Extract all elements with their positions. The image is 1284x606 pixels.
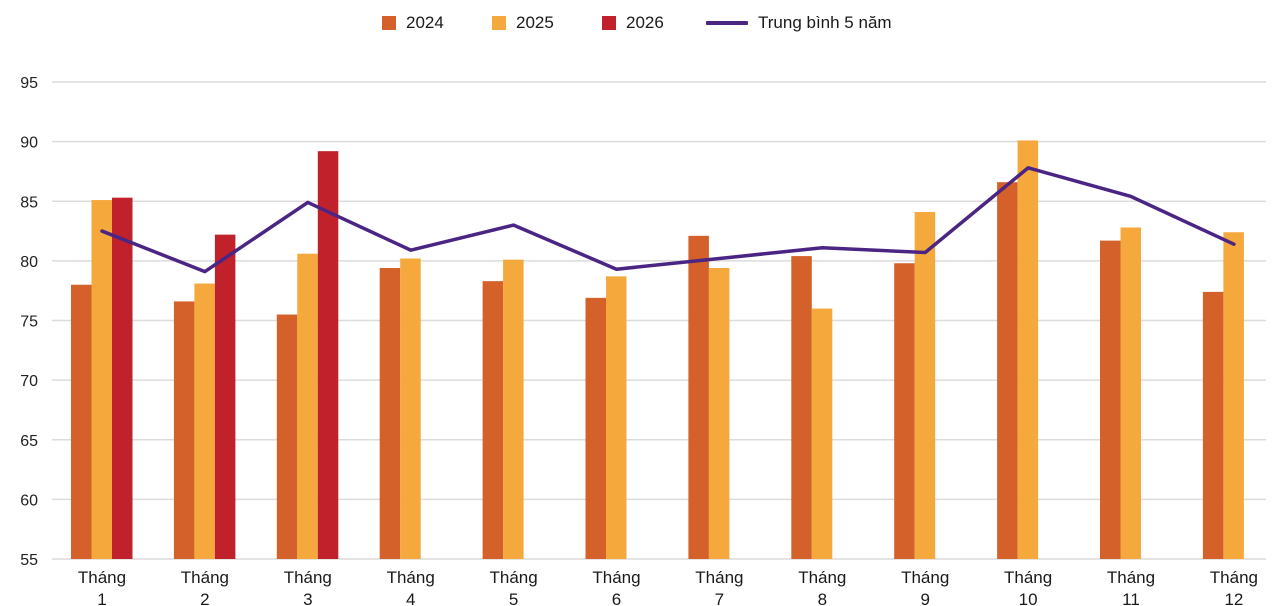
legend-label-average: Trung bình 5 năm [758,13,892,32]
legend-label-2025: 2025 [516,13,554,32]
bar-2024-12 [1202,291,1224,559]
average-point-3 [306,201,309,204]
x-tick-label-number: 6 [612,590,621,606]
bar-2024-11 [1100,240,1121,560]
average-line [100,166,1236,274]
average-point-10 [1026,166,1030,170]
bar-2025-7 [708,268,730,559]
legend-label-2026: 2026 [626,13,664,32]
x-tick-label-number: 12 [1224,590,1243,606]
y-tick-label: 70 [20,373,38,390]
bar-2024-2 [173,301,195,559]
x-tick-label-number: 11 [1122,590,1140,606]
y-tick-label: 75 [20,314,38,331]
x-tick-label-month: Tháng [1004,568,1052,587]
bar-2026-3 [317,151,339,560]
bar-2024-8 [791,256,812,559]
bar-2025-3 [297,253,318,559]
legend-swatch-2024 [382,16,396,30]
legend-item-average: Trung bình 5 năm [706,10,892,36]
x-tick-label-month: Tháng [798,568,846,587]
x-tick-label-month: Tháng [489,568,537,587]
x-tick-label-number: 9 [920,590,929,606]
y-tick-label: 80 [20,254,38,271]
x-tick-label-number: 7 [715,590,724,606]
average-point-11 [1129,195,1133,198]
average-point-6 [615,268,618,271]
bar-2024-3 [276,314,298,559]
x-tick-label-month: Tháng [1107,568,1155,587]
average-point-4 [409,248,412,252]
y-tick-label: 95 [20,75,38,92]
legend-line-average [706,21,748,25]
x-tick-label-number: 2 [200,590,209,606]
bar-2025-4 [400,258,421,559]
y-tick-label: 90 [20,135,38,152]
average-point-2 [203,270,207,273]
legend-item-2025: 2025 [492,10,554,36]
bar-2024-6 [585,297,606,559]
bar-2024-4 [379,268,401,559]
x-tick-label-month: Tháng [1210,568,1258,587]
x-tick-label-number: 8 [818,590,827,606]
x-tick-label-number: 4 [406,590,415,606]
legend-label-2024: 2024 [406,13,444,32]
bar-2025-5 [503,259,524,559]
bar-2024-1 [71,284,92,559]
average-point-1 [100,229,104,233]
y-tick-label: 85 [20,194,38,211]
x-tick-label-month: Tháng [78,568,126,587]
y-tick-label: 60 [20,492,38,509]
x-tick-label-month: Tháng [592,568,640,587]
bar-2025-8 [811,308,833,559]
bar-2024-9 [894,263,915,559]
x-tick-label-month: Tháng [901,568,949,587]
bar-2025-1 [91,200,112,559]
x-tick-label-month: Tháng [387,568,435,587]
bar-2026-1 [112,197,133,560]
average-point-12 [1232,242,1236,246]
bar-2025-12 [1223,232,1244,559]
bar-2026-2 [214,234,236,559]
legend-item-2026: 2026 [602,10,664,36]
x-tick-label-month: Tháng [695,568,743,587]
bar-2024-10 [997,182,1018,560]
bar-2024-5 [482,281,504,559]
y-tick-label: 55 [20,552,38,569]
bar-2025-11 [1120,227,1141,560]
bar-2025-2 [194,283,215,559]
x-tick-label-number: 5 [509,590,518,606]
average-point-7 [718,257,721,260]
bar-2024-7 [688,235,709,559]
average-point-9 [924,251,927,254]
bar-2025-9 [914,211,936,560]
x-tick-label-number: 1 [97,590,106,606]
x-tick-label-month: Tháng [284,568,332,587]
x-tick-label-number: 10 [1019,590,1038,606]
legend-swatch-2026 [602,16,616,30]
bar-2025-10 [1017,140,1039,559]
average-point-5 [512,223,515,227]
x-tick-label-number: 3 [303,590,312,606]
bar-2025-6 [606,276,627,559]
legend-swatch-2025 [492,16,506,30]
y-tick-label: 65 [20,433,38,450]
x-tick-label-month: Tháng [181,568,229,587]
average-point-8 [821,246,824,249]
legend-item-2024: 2024 [382,10,444,36]
